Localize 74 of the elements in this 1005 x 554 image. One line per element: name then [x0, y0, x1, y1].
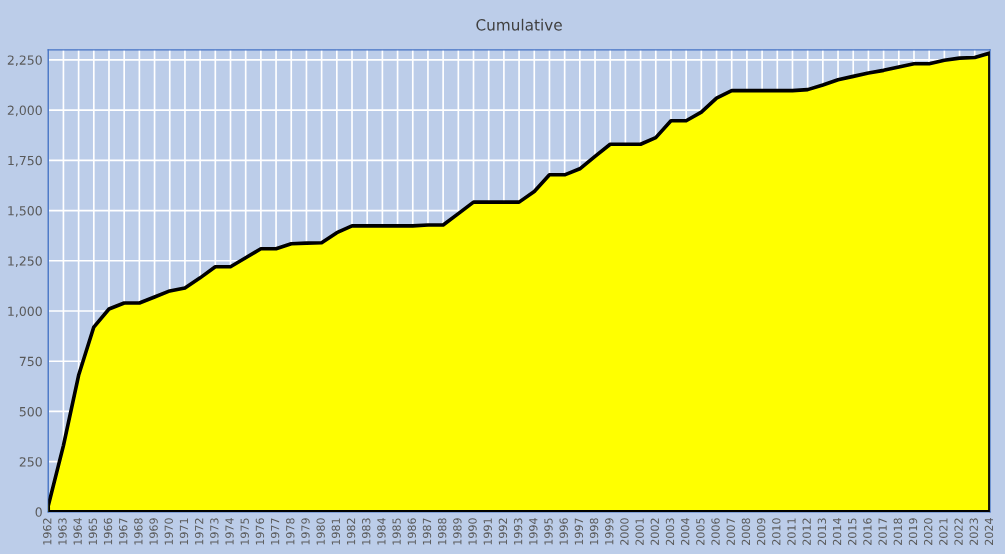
y-tick-label: 750 [19, 356, 42, 367]
x-tick-label: 2018 [893, 518, 903, 545]
x-tick-label: 1980 [316, 518, 325, 545]
x-tick-label: 1993 [513, 518, 523, 545]
x-tick-label: 1991 [483, 518, 492, 545]
x-tick-label: 1968 [134, 518, 143, 545]
chart-title: Cumulative [476, 18, 562, 31]
x-tick-label: 1971 [179, 518, 189, 545]
x-tick-label: 2024 [984, 518, 994, 545]
y-tick-label: 500 [19, 406, 42, 417]
x-tick-label: 1996 [559, 518, 568, 545]
x-tick-label: 2015 [848, 518, 857, 545]
x-tick-label: 1975 [240, 518, 249, 545]
x-tick-label: 1986 [407, 518, 416, 545]
x-tick-label: 1965 [88, 518, 98, 545]
y-tick-label: 1,000 [8, 306, 42, 318]
x-tick-label: 1973 [210, 518, 219, 545]
x-tick-label: 2003 [665, 518, 675, 545]
x-tick-label: 1992 [498, 518, 508, 545]
x-tick-label: 1969 [149, 518, 158, 545]
x-tick-label: 2007 [726, 518, 735, 545]
x-tick-label: 1978 [286, 518, 295, 545]
x-tick-label: 1979 [301, 518, 310, 545]
x-tick-label: 2010 [772, 518, 781, 545]
x-tick-label: 1970 [164, 518, 173, 545]
y-tick-label: 250 [19, 457, 42, 467]
x-tick-label: 2020 [923, 518, 933, 545]
x-tick-label: 2012 [802, 518, 811, 545]
x-tick-label: 2021 [939, 518, 948, 545]
y-tick-label: 1,500 [8, 206, 42, 217]
x-tick-label: 2005 [696, 518, 705, 545]
y-tick-label: 2,250 [7, 55, 42, 67]
x-tick-label: 2009 [756, 518, 766, 545]
x-tick-label: 1998 [589, 518, 599, 545]
x-tick-label: 1988 [437, 518, 447, 545]
x-tick-label: 1966 [103, 518, 113, 545]
x-tick-label: 1985 [392, 518, 401, 545]
x-tick-label: 1962 [43, 518, 52, 545]
y-tick-label: 2,000 [7, 105, 42, 117]
x-tick-label: 2000 [620, 518, 629, 545]
y-tick-label: 0 [35, 507, 42, 517]
x-tick-label: 1984 [377, 518, 386, 545]
y-tick-label: 1,750 [8, 155, 42, 167]
x-tick-label: 1972 [194, 518, 204, 545]
x-tick-label: 2011 [787, 518, 796, 545]
x-tick-label: 1964 [73, 518, 82, 545]
x-tick-label: 1963 [58, 518, 67, 545]
x-tick-label: 1974 [225, 518, 234, 545]
x-tick-label: 1997 [574, 518, 584, 545]
x-tick-label: 2022 [954, 518, 963, 545]
x-tick-label: 1995 [544, 518, 553, 545]
x-tick-label: 1976 [255, 518, 265, 545]
x-tick-label: 2017 [878, 518, 887, 545]
x-tick-label: 2019 [908, 518, 918, 545]
x-tick-label: 2004 [680, 518, 690, 545]
x-tick-label: 1990 [468, 518, 477, 545]
y-tick-label: 1,250 [8, 256, 42, 267]
x-tick-label: 2023 [969, 518, 978, 545]
x-tick-label: 1977 [270, 518, 280, 545]
x-tick-label: 1994 [529, 518, 538, 545]
x-tick-label: 2001 [635, 518, 644, 545]
x-tick-label: 1981 [331, 518, 341, 545]
x-tick-label: 2013 [817, 518, 827, 545]
x-tick-label: 2002 [650, 518, 659, 545]
x-tick-label: 1989 [453, 518, 462, 545]
x-tick-label: 1999 [605, 518, 614, 545]
x-tick-label: 2014 [832, 518, 842, 545]
x-tick-label: 1987 [422, 518, 432, 545]
x-tick-label: 1983 [362, 518, 371, 545]
x-tick-label: 1982 [346, 518, 356, 545]
x-tick-label: 2006 [711, 518, 720, 545]
x-tick-label: 2008 [741, 518, 751, 545]
x-tick-label: 2016 [863, 518, 872, 545]
x-tick-label: 1967 [119, 518, 128, 545]
